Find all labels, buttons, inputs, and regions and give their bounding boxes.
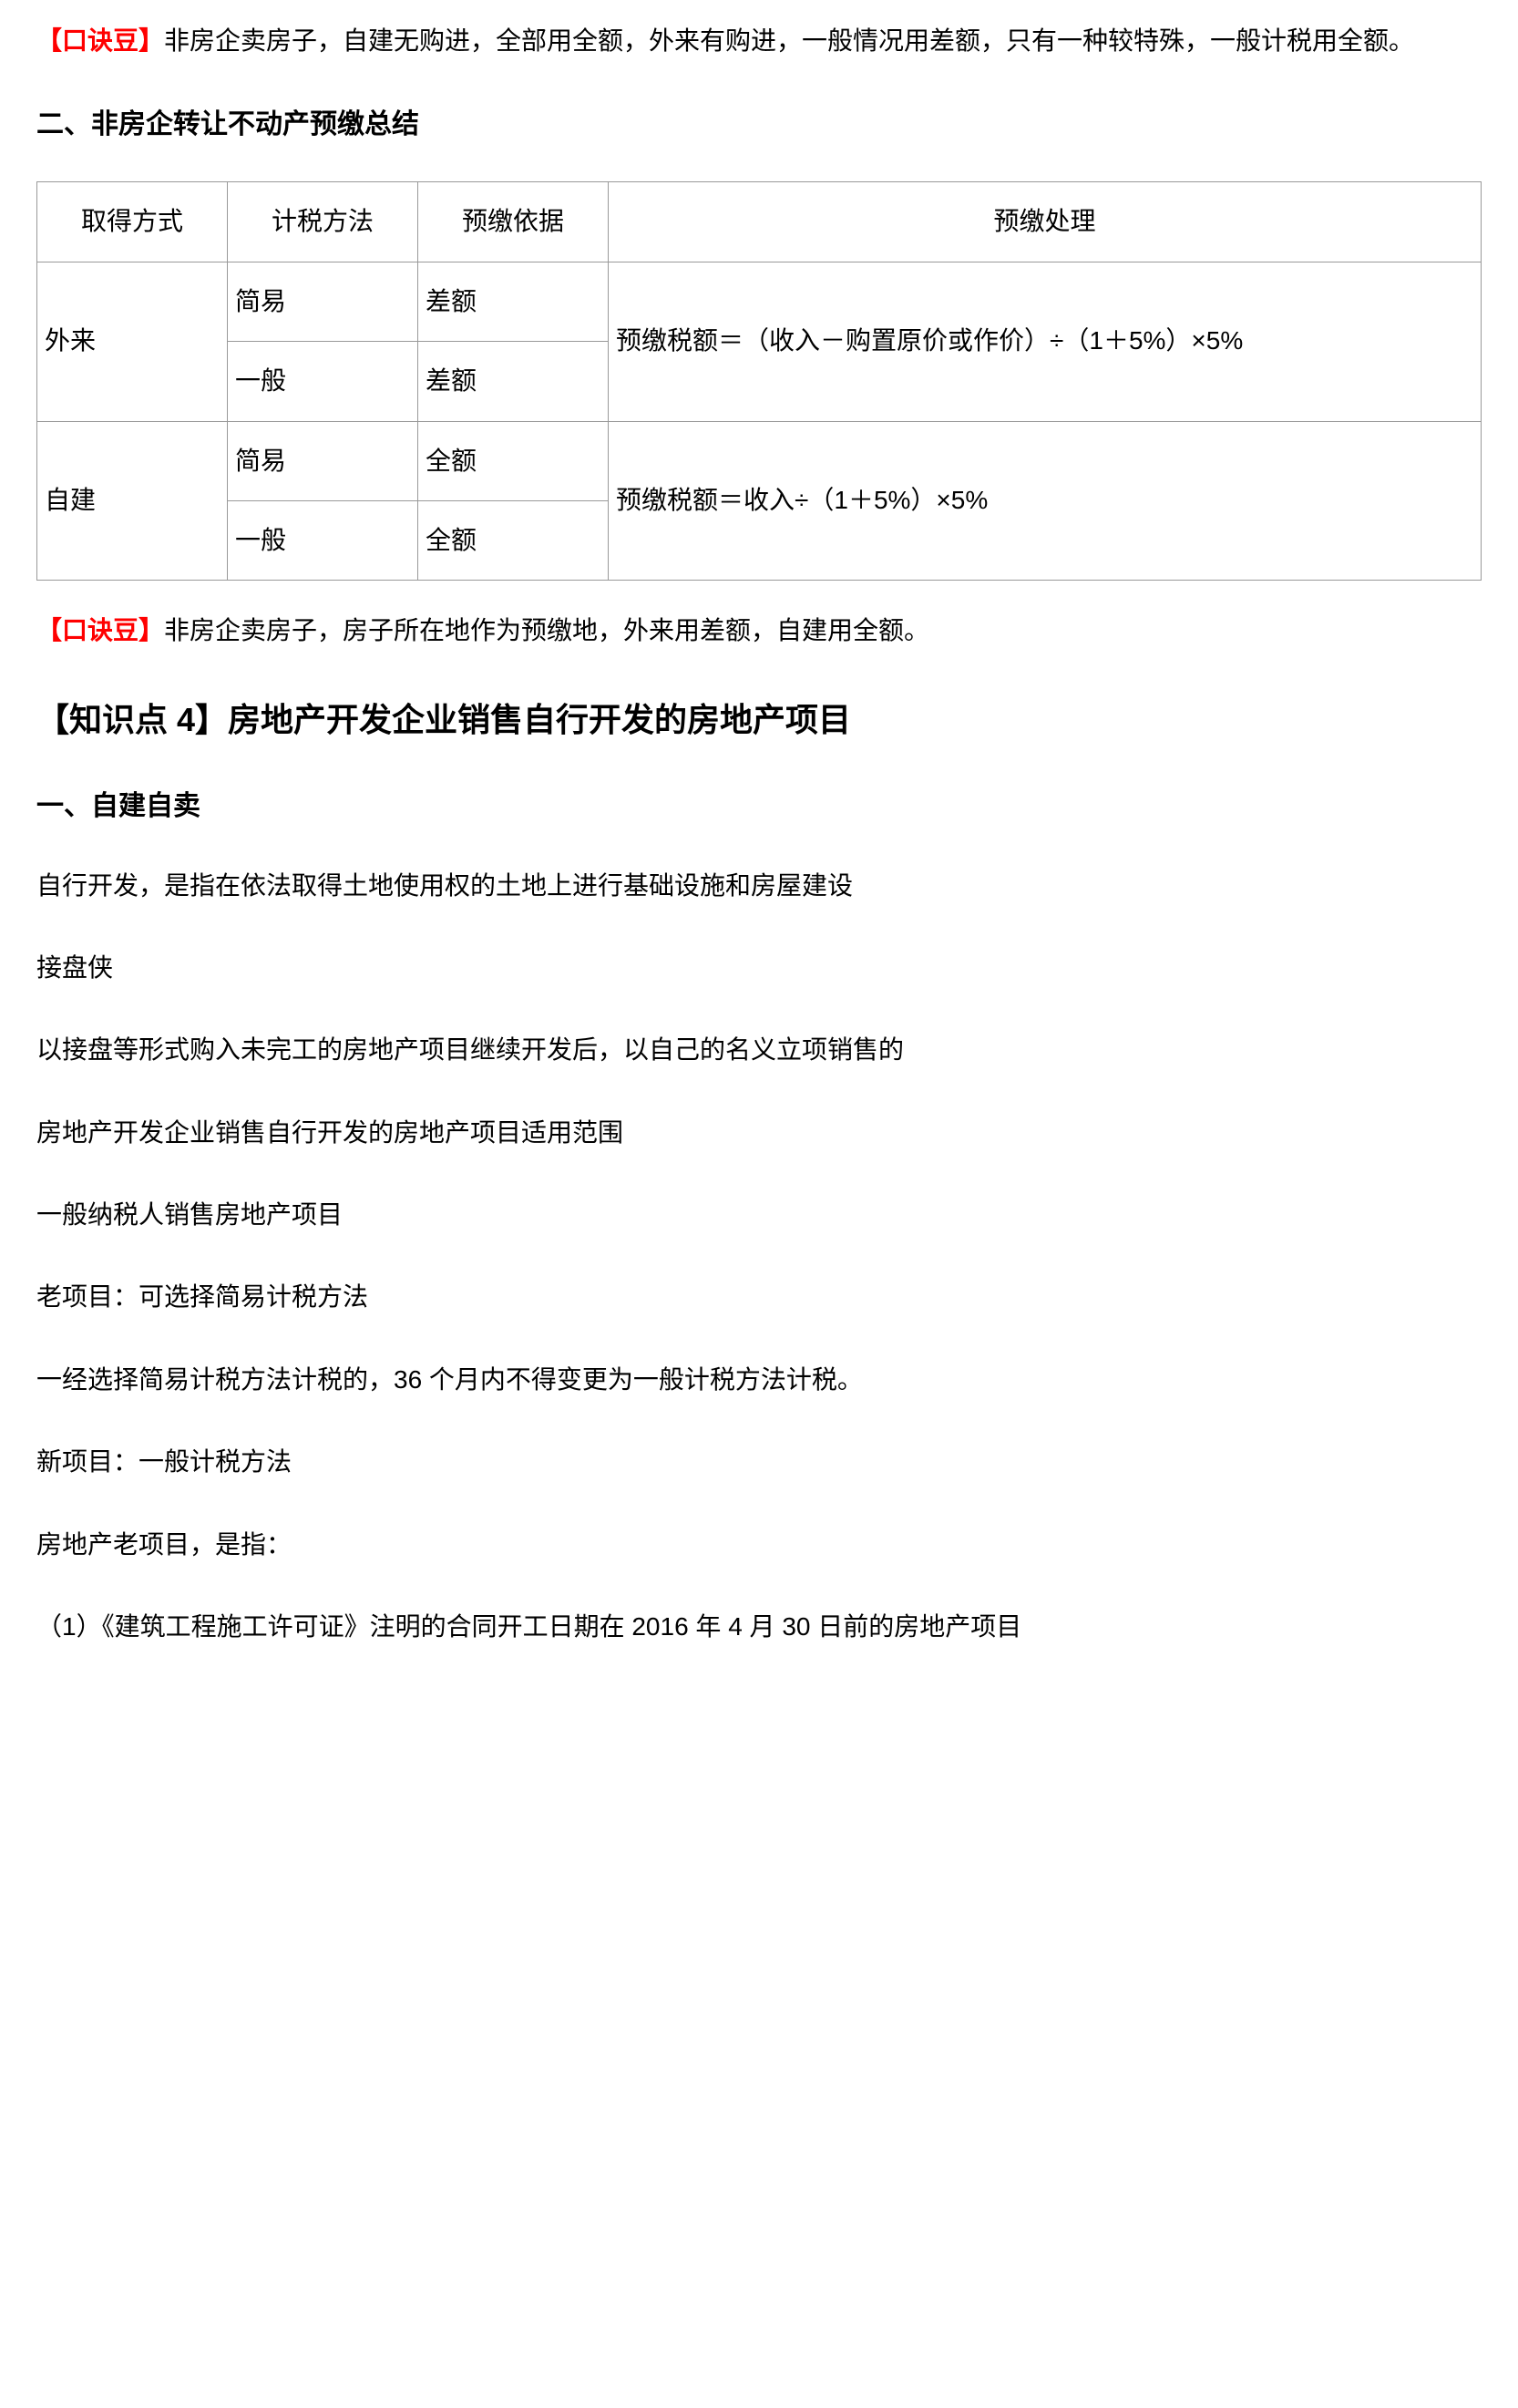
cell-processing-3: 预缴税额＝收入÷（1＋5%）×5% [609, 421, 1482, 581]
cell-method-1: 外来 [37, 262, 228, 421]
cell-method-3: 自建 [37, 421, 228, 581]
cell-tax-1: 简易 [228, 262, 418, 341]
heading-section-1: 一、自建自卖 [36, 782, 1482, 831]
table-prepayment-summary: 取得方式 计税方法 预缴依据 预缴处理 外来 简易 差额 预缴税额＝（收入－购置… [36, 181, 1482, 581]
paragraph-7: 一般纳税人销售房地产项目 [36, 1192, 1482, 1238]
table-header-row: 取得方式 计税方法 预缴依据 预缴处理 [37, 182, 1482, 262]
paragraph-8: 老项目：可选择简易计税方法 [36, 1274, 1482, 1320]
paragraph-4: 接盘侠 [36, 945, 1482, 991]
paragraph-6: 房地产开发企业销售自行开发的房地产项目适用范围 [36, 1110, 1482, 1156]
cell-tax-2: 一般 [228, 342, 418, 421]
paragraph-9: 一经选择简易计税方法计税的，36 个月内不得变更为一般计税方法计税。 [36, 1357, 1482, 1403]
text-koujue-1: 非房企卖房子，自建无购进，全部用全额，外来有购进，一般情况用差额，只有一种较特殊… [164, 26, 1414, 55]
th-basis: 预缴依据 [418, 182, 609, 262]
paragraph-5: 以接盘等形式购入未完工的房地产项目继续开发后，以自己的名义立项销售的 [36, 1027, 1482, 1073]
cell-tax-3: 简易 [228, 421, 418, 500]
cell-basis-4: 全额 [418, 500, 609, 580]
paragraph-11: 房地产老项目，是指： [36, 1522, 1482, 1568]
th-method: 取得方式 [37, 182, 228, 262]
table-row: 自建 简易 全额 预缴税额＝收入÷（1＋5%）×5% [37, 421, 1482, 500]
paragraph-10: 新项目：一般计税方法 [36, 1439, 1482, 1485]
tag-koujue-1: 【口诀豆】 [36, 26, 164, 55]
cell-processing-1: 预缴税额＝（收入－购置原价或作价）÷（1＋5%）×5% [609, 262, 1482, 421]
text-koujue-2: 非房企卖房子，房子所在地作为预缴地，外来用差额，自建用全额。 [164, 616, 929, 644]
paragraph-koujue-2: 【口诀豆】非房企卖房子，房子所在地作为预缴地，外来用差额，自建用全额。 [36, 608, 1482, 653]
paragraph-12: （1）《建筑工程施工许可证》注明的合同开工日期在 2016 年 4 月 30 日… [36, 1604, 1482, 1650]
cell-basis-1: 差额 [418, 262, 609, 341]
th-processing: 预缴处理 [609, 182, 1482, 262]
heading-knowledge-4: 【知识点 4】房地产开发企业销售自行开发的房地产项目 [36, 691, 1482, 750]
tag-koujue-2: 【口诀豆】 [36, 616, 164, 644]
paragraph-3: 自行开发，是指在依法取得土地使用权的土地上进行基础设施和房屋建设 [36, 863, 1482, 909]
th-tax: 计税方法 [228, 182, 418, 262]
heading-section-2: 二、非房企转让不动产预缴总结 [36, 100, 1482, 149]
cell-tax-4: 一般 [228, 500, 418, 580]
cell-basis-3: 全额 [418, 421, 609, 500]
paragraph-koujue-1: 【口诀豆】非房企卖房子，自建无购进，全部用全额，外来有购进，一般情况用差额，只有… [36, 18, 1482, 64]
table-row: 外来 简易 差额 预缴税额＝（收入－购置原价或作价）÷（1＋5%）×5% [37, 262, 1482, 341]
cell-basis-2: 差额 [418, 342, 609, 421]
